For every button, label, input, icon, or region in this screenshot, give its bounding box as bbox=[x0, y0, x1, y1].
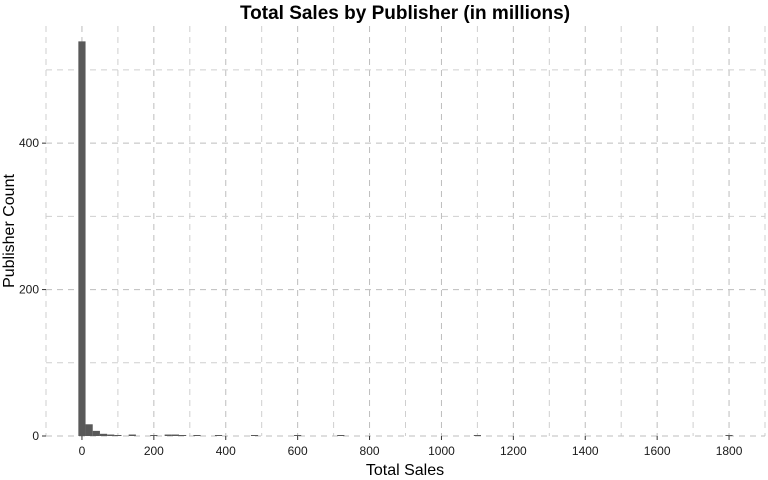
y-tick-label: 400 bbox=[19, 136, 39, 150]
x-tick-label: 1600 bbox=[644, 444, 671, 458]
histogram-bar bbox=[179, 435, 187, 436]
histogram-bar bbox=[250, 435, 259, 436]
histogram-bar bbox=[294, 435, 302, 436]
histogram-bar bbox=[473, 435, 481, 436]
histogram-bar bbox=[107, 434, 115, 436]
histogram-bar bbox=[164, 434, 172, 436]
x-axis-label: Total Sales bbox=[366, 462, 444, 479]
histogram-bar bbox=[99, 433, 108, 436]
x-tick-label: 400 bbox=[216, 444, 236, 458]
histogram-bar bbox=[171, 434, 180, 436]
x-tick-label: 200 bbox=[144, 444, 164, 458]
x-tick-label: 1800 bbox=[716, 444, 743, 458]
histogram-bars bbox=[78, 41, 733, 436]
x-axis-ticks: 0 200 400 600 800 1000 1200 1400 1600 1800 bbox=[79, 436, 743, 458]
y-axis-label: Publisher Count bbox=[1, 174, 18, 288]
y-tick-label: 0 bbox=[32, 429, 39, 443]
y-axis-ticks: 0 200 400 bbox=[19, 136, 46, 443]
chart-title: Total Sales by Publisher (in millions) bbox=[240, 3, 570, 24]
histogram-bar bbox=[92, 430, 100, 436]
x-tick-label: 1200 bbox=[500, 444, 527, 458]
y-tick-label: 200 bbox=[19, 283, 39, 297]
histogram-bar bbox=[114, 435, 122, 436]
x-tick-label: 1400 bbox=[572, 444, 599, 458]
histogram-bar bbox=[128, 434, 136, 436]
histogram-bar bbox=[337, 435, 345, 436]
histogram-bar bbox=[725, 435, 733, 436]
x-tick-label: 0 bbox=[79, 444, 86, 458]
histogram-bar bbox=[150, 435, 158, 436]
x-tick-label: 600 bbox=[288, 444, 308, 458]
histogram-bar bbox=[78, 41, 86, 436]
grid-lines bbox=[45, 26, 766, 437]
histogram-bar bbox=[85, 424, 93, 436]
x-tick-label: 800 bbox=[360, 444, 380, 458]
histogram-bar bbox=[193, 435, 201, 436]
histogram-bar bbox=[214, 435, 223, 436]
x-tick-label: 1000 bbox=[428, 444, 455, 458]
